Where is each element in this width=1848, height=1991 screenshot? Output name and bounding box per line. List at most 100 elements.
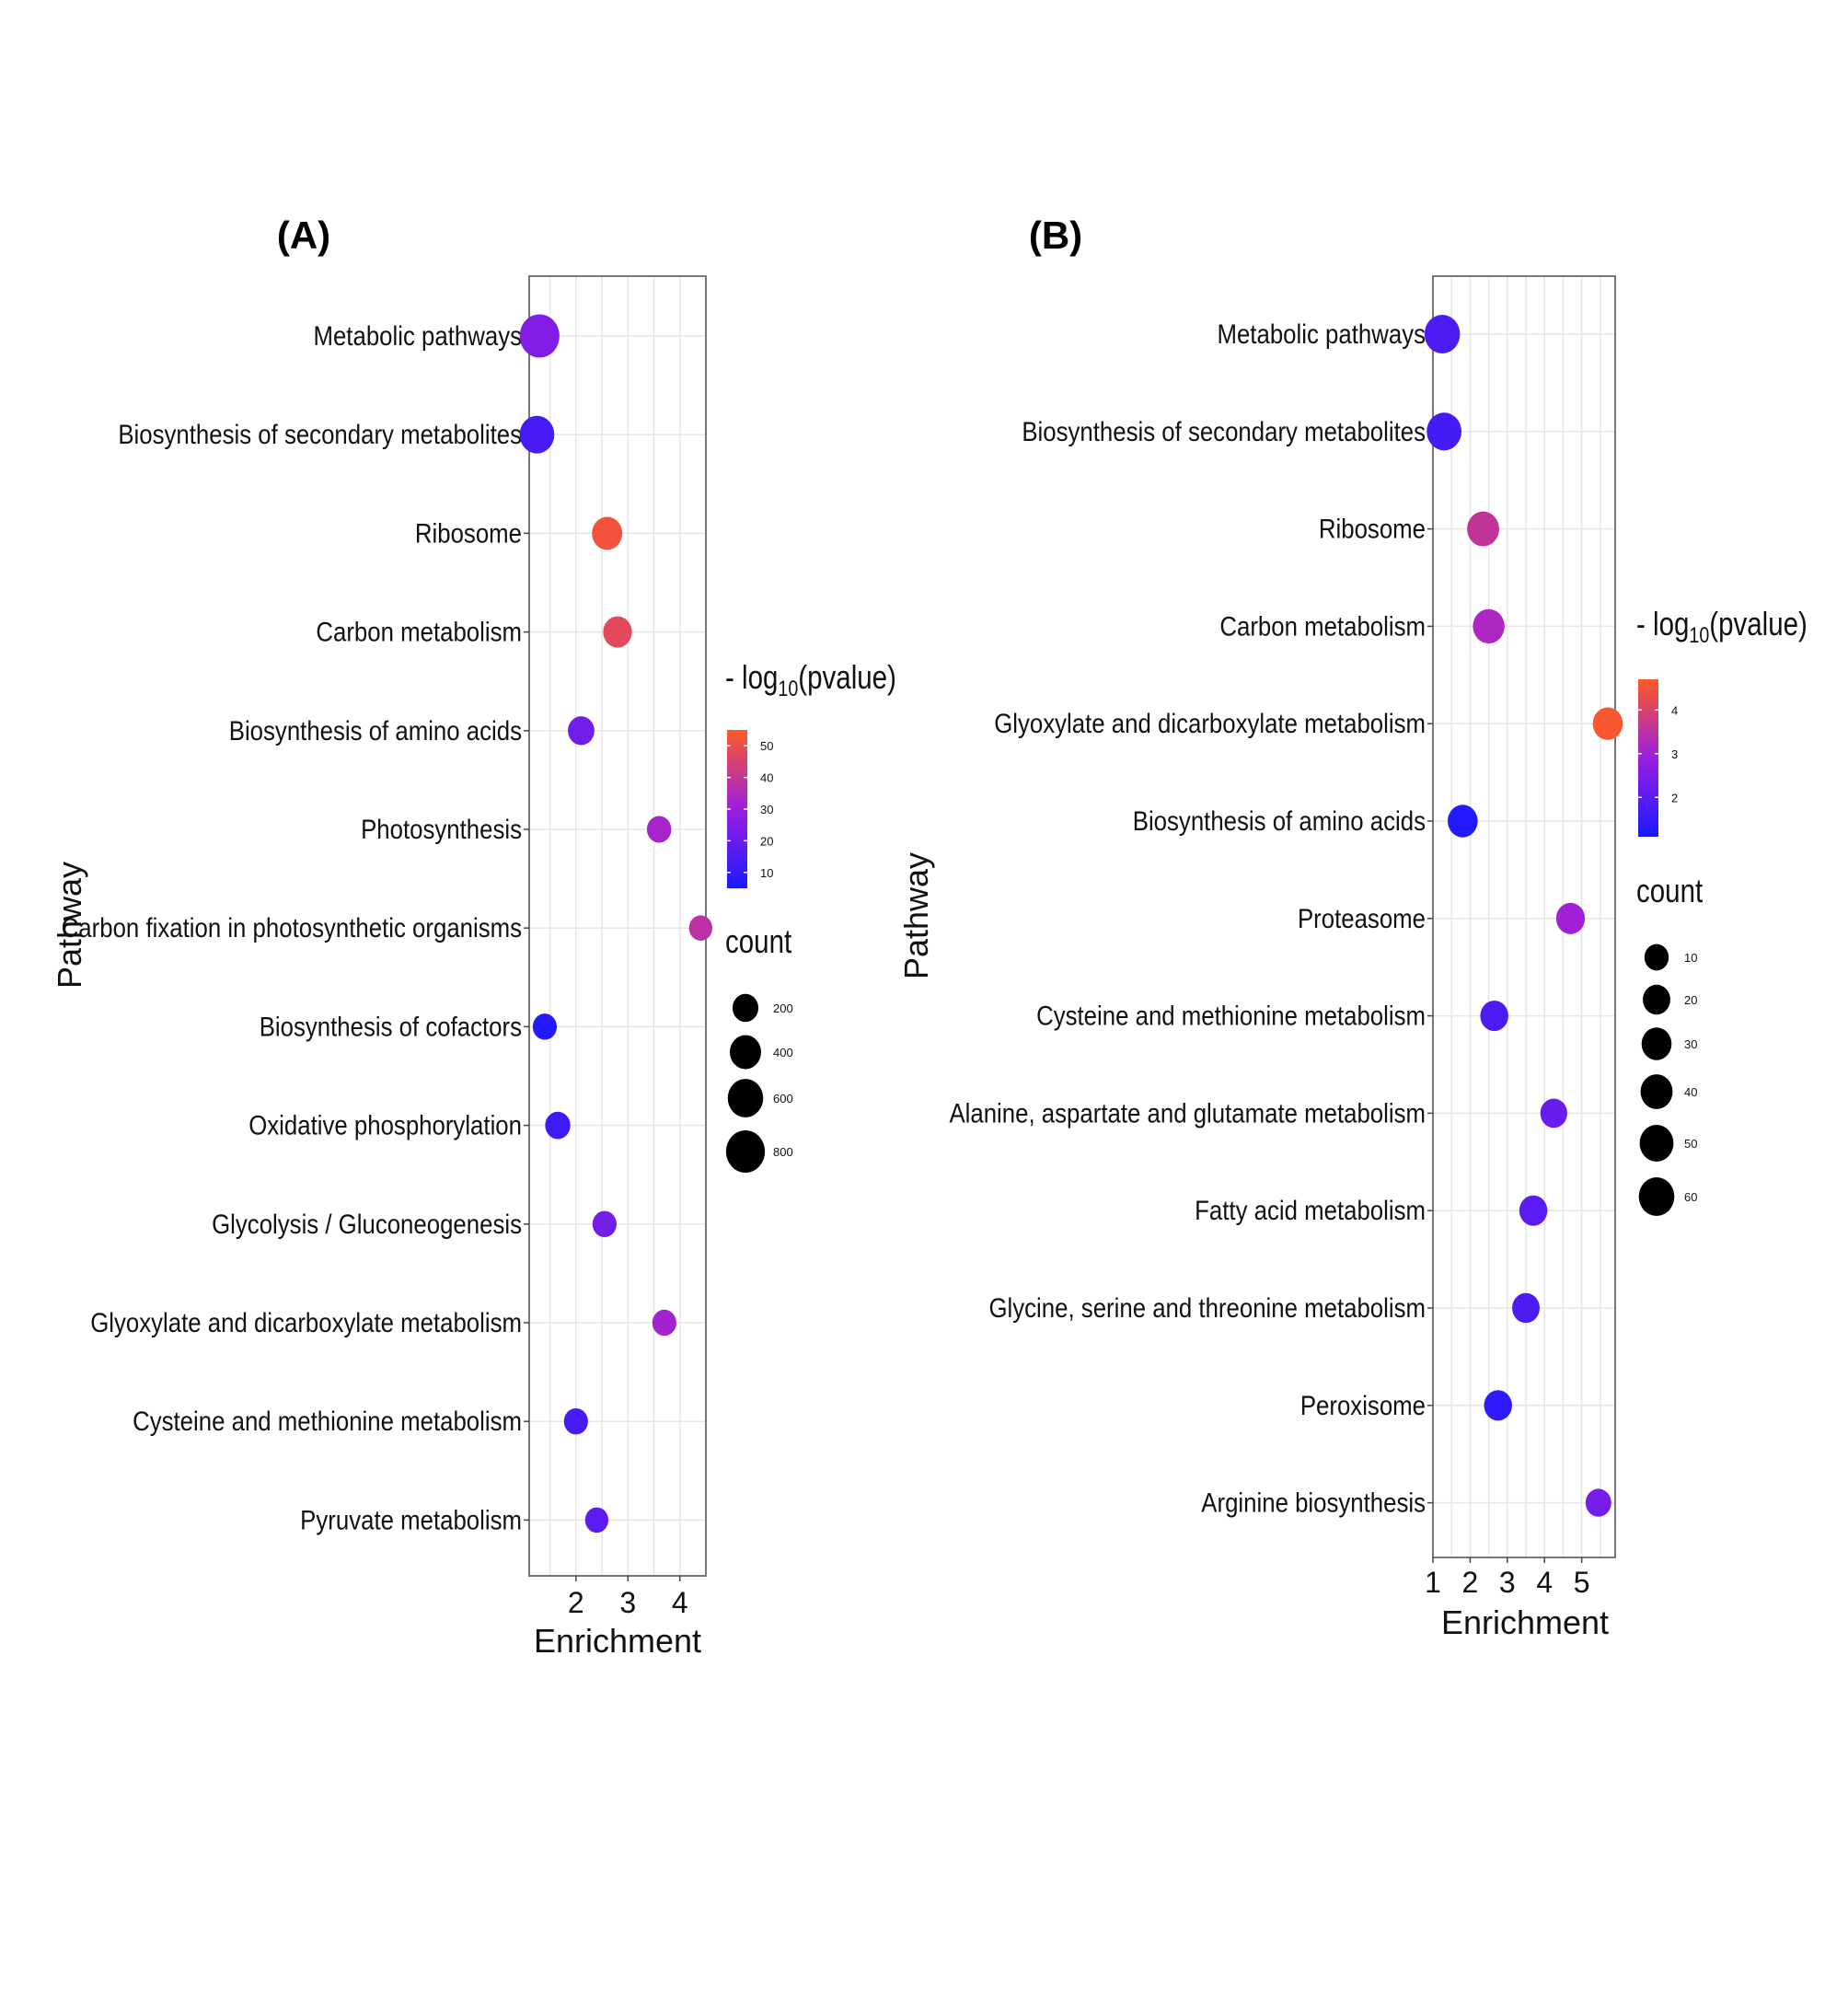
- y-category-label: Biosynthesis of amino acids: [1133, 805, 1426, 836]
- x-tick-label: 5: [1574, 1566, 1590, 1599]
- size-legend-label: 40: [1684, 1085, 1697, 1099]
- y-category-label: Carbon fixation in photosynthetic organi…: [62, 912, 522, 943]
- color-legend-title-subscript: 10: [1689, 622, 1709, 647]
- y-category-label: Proteasome: [1298, 903, 1426, 933]
- x-tick-label: 4: [672, 1586, 688, 1619]
- y-axis-title: Pathway: [897, 852, 935, 979]
- plot-frame: [1432, 275, 1616, 1558]
- y-category-label: Cysteine and methionine metabolism: [1036, 1001, 1426, 1031]
- color-legend-title-suffix: (pvalue): [1709, 605, 1808, 642]
- data-point: [1424, 315, 1461, 353]
- y-category-label: Ribosome: [415, 518, 522, 549]
- data-point: [603, 616, 632, 648]
- y-category-label: Biosynthesis of cofactors: [260, 1012, 522, 1042]
- y-category-label: Arginine biosynthesis: [1201, 1487, 1426, 1518]
- size-legend-label: 400: [773, 1046, 793, 1059]
- y-category-label: Photosynthesis: [361, 814, 522, 844]
- data-point: [1484, 1390, 1512, 1421]
- y-category-label: Pyruvate metabolism: [300, 1505, 522, 1535]
- x-tick-label: 2: [568, 1586, 584, 1619]
- size-legend-dot: [1638, 1177, 1675, 1216]
- y-category-label: Biosynthesis of secondary metabolites: [118, 419, 522, 449]
- size-legend-dot: [1641, 1027, 1672, 1060]
- data-point: [1467, 511, 1499, 547]
- data-point: [532, 1013, 558, 1040]
- size-legend-label: 600: [773, 1092, 793, 1105]
- y-category-label: Oxidative phosphorylation: [248, 1110, 522, 1140]
- color-legend-tick-label: 40: [760, 771, 773, 785]
- data-point: [1592, 707, 1623, 740]
- data-point: [592, 516, 623, 550]
- y-category-label: Glycine, serine and threonine metabolism: [988, 1292, 1426, 1323]
- data-point: [646, 816, 672, 843]
- x-tick-label: 3: [619, 1586, 636, 1619]
- size-legend-label: 30: [1684, 1037, 1697, 1051]
- size-legend-label: 60: [1684, 1190, 1697, 1204]
- data-point: [688, 915, 713, 941]
- color-legend-tick-label: 10: [760, 866, 773, 880]
- color-legend-title-subscript: 10: [778, 676, 798, 700]
- color-legend-bar: [727, 730, 747, 888]
- size-legend-dot: [727, 1079, 764, 1117]
- y-category-label: Carbon metabolism: [1219, 611, 1426, 642]
- y-category-label: Cysteine and methionine metabolism: [133, 1406, 522, 1436]
- size-legend-label: 800: [773, 1145, 793, 1159]
- x-tick-label: 4: [1536, 1566, 1553, 1599]
- y-category-label: Biosynthesis of amino acids: [229, 715, 522, 746]
- color-legend-title-suffix: (pvalue): [798, 658, 896, 695]
- color-legend-title-prefix: - log: [1636, 605, 1689, 642]
- color-legend-bar: [1638, 679, 1658, 837]
- size-legend-dot: [1643, 984, 1670, 1015]
- data-point: [1512, 1292, 1540, 1324]
- color-legend-tick-label: 2: [1671, 791, 1678, 805]
- color-legend-tick-label: 4: [1671, 703, 1678, 717]
- data-point: [1448, 805, 1478, 838]
- y-category-label: Metabolic pathways: [313, 320, 522, 351]
- y-category-label: Glyoxylate and dicarboxylate metabolism: [994, 708, 1426, 738]
- size-legend-label: 10: [1684, 951, 1697, 965]
- y-category-label: Ribosome: [1319, 514, 1426, 544]
- size-legend-title: count: [1636, 872, 1703, 909]
- panel-label: (B): [1029, 214, 1082, 257]
- size-legend-label: 200: [773, 1001, 793, 1015]
- color-legend-title-prefix: - log: [725, 658, 778, 695]
- data-point: [652, 1309, 676, 1337]
- color-legend-tick-label: 20: [760, 834, 773, 848]
- y-axis-title: Pathway: [51, 862, 88, 989]
- data-point: [1519, 1195, 1548, 1226]
- size-legend-dot: [725, 1130, 766, 1173]
- y-category-label: Biosynthesis of secondary metabolites: [1022, 416, 1426, 446]
- data-point: [519, 314, 560, 358]
- size-legend-dot: [730, 1035, 761, 1070]
- data-point: [584, 1507, 609, 1534]
- y-category-label: Alanine, aspartate and glutamate metabol…: [949, 1098, 1426, 1129]
- size-legend-title: count: [725, 922, 791, 959]
- y-category-label: Metabolic pathways: [1217, 318, 1426, 349]
- data-point: [592, 1210, 617, 1238]
- data-point: [1540, 1098, 1567, 1129]
- x-tick-label: 2: [1462, 1566, 1479, 1599]
- data-point: [519, 415, 555, 454]
- x-tick-label: 1: [1425, 1566, 1441, 1599]
- data-point: [568, 716, 595, 746]
- data-point: [1585, 1488, 1611, 1517]
- data-point: [1480, 1001, 1508, 1032]
- panel-label: (A): [277, 214, 330, 257]
- x-tick-label: 3: [1499, 1566, 1516, 1599]
- data-point: [1426, 412, 1462, 451]
- color-legend-tick-label: 50: [760, 739, 773, 753]
- y-category-label: Carbon metabolism: [316, 617, 522, 647]
- x-axis-title: Enrichment: [1441, 1603, 1609, 1641]
- y-category-label: Glyoxylate and dicarboxylate metabolism: [90, 1307, 522, 1337]
- size-legend-dot: [1644, 943, 1669, 971]
- panel-b: (B) Metabolic pathways Biosynthesis of sec…: [897, 214, 1808, 1641]
- y-category-label: Peroxisome: [1300, 1390, 1426, 1420]
- size-legend-label: 20: [1684, 993, 1697, 1007]
- size-legend-dot: [1640, 1074, 1673, 1109]
- size-legend-dot: [1639, 1124, 1674, 1163]
- color-legend-tick-label: 3: [1671, 747, 1678, 761]
- data-point: [1555, 902, 1586, 934]
- color-legend-title: - log10(pvalue): [725, 658, 896, 700]
- color-legend-title: - log10(pvalue): [1636, 605, 1808, 647]
